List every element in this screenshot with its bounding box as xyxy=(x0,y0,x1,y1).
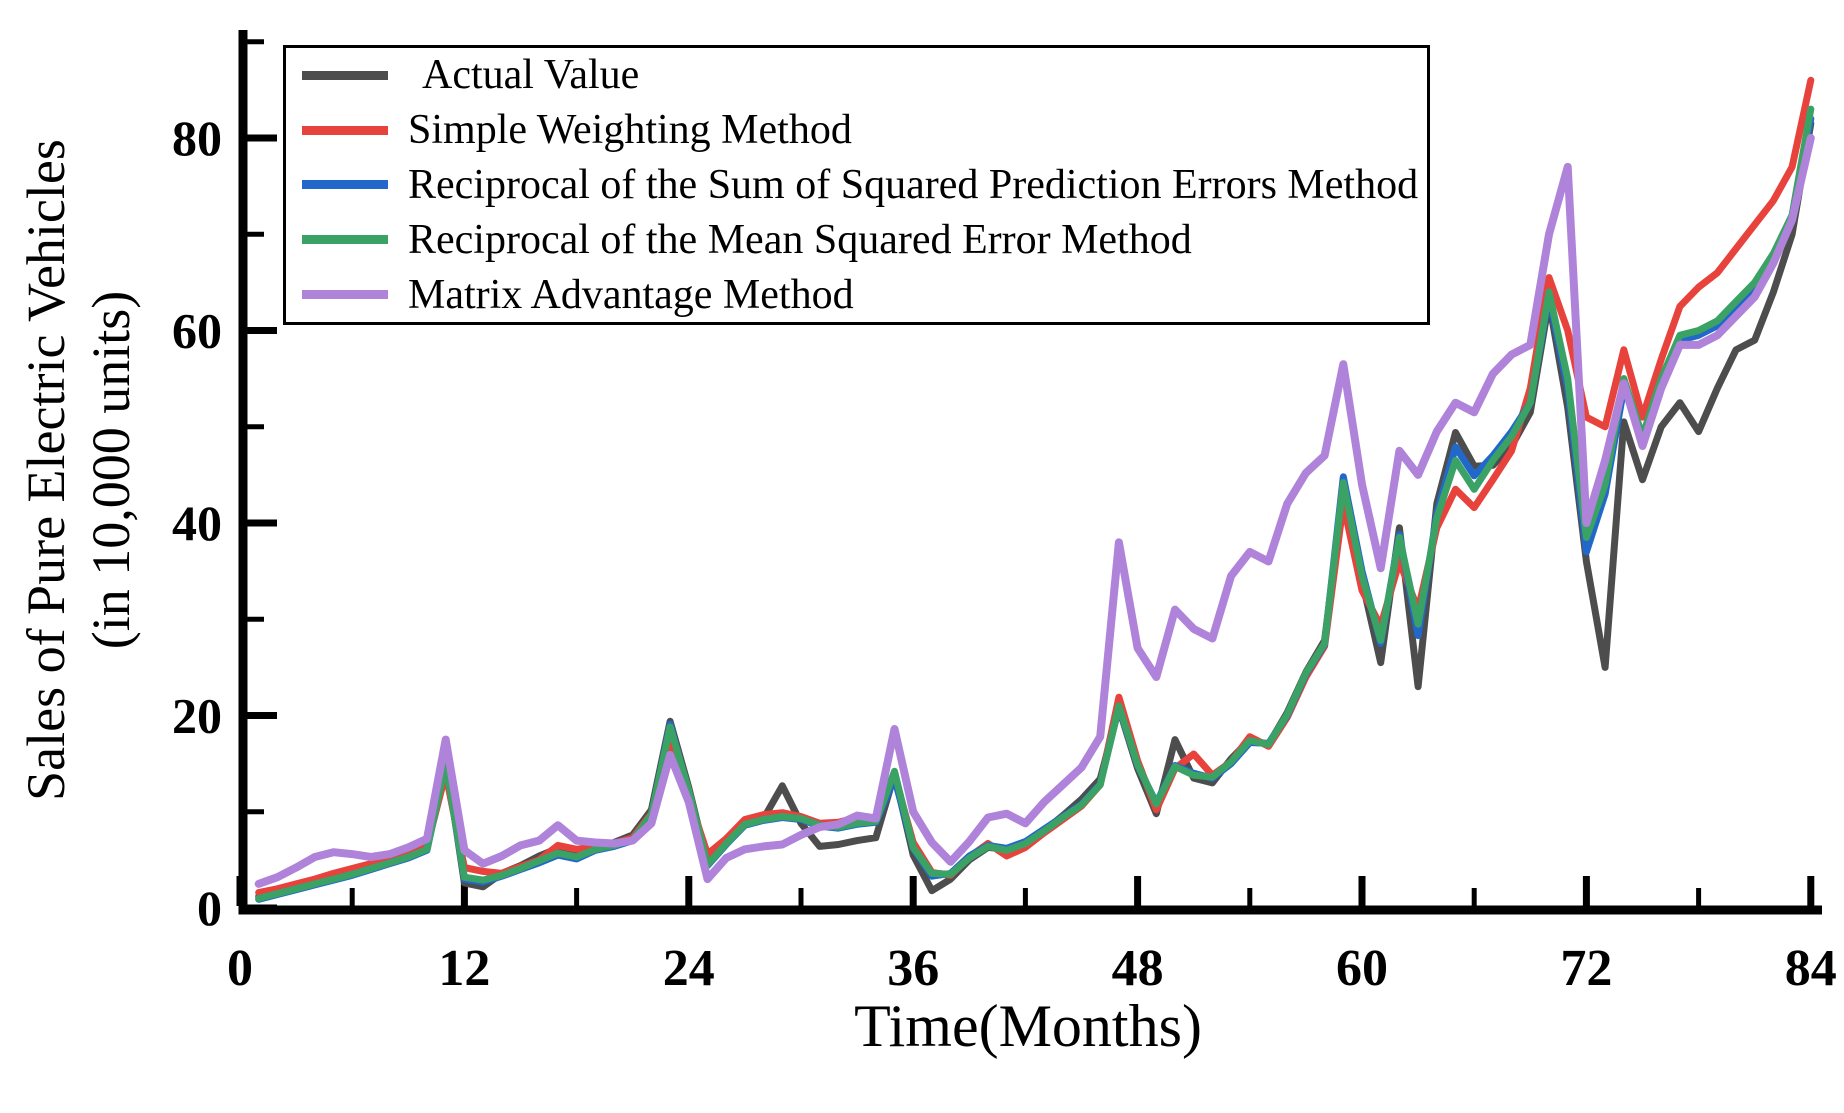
x-tick-label: 48 xyxy=(1112,940,1164,997)
legend-box: Actual Value Simple Weighting Method Rec… xyxy=(283,45,1430,325)
legend-item-reciprocal-sum-squared: Reciprocal of the Sum of Squared Predict… xyxy=(286,158,1427,212)
x-tick-label: 84 xyxy=(1785,940,1837,997)
x-tick-label: 12 xyxy=(438,940,490,997)
y-tick-label: 40 xyxy=(172,495,222,551)
legend-swatch-reciprocal-mse xyxy=(302,235,388,245)
legend-label: Reciprocal of the Mean Squared Error Met… xyxy=(408,216,1192,263)
series-line-reciprocal-of-the-mean-squared-error-method xyxy=(255,105,1815,902)
x-tick-label: 72 xyxy=(1560,940,1612,997)
y-axis-title-line2: (in 10,000 units) xyxy=(80,290,141,650)
x-tick-label: 36 xyxy=(887,940,939,997)
y-tick-label: 0 xyxy=(197,880,222,936)
legend-item-actual-value: Actual Value xyxy=(286,48,1427,102)
legend-label: Reciprocal of the Sum of Squared Predict… xyxy=(408,161,1419,208)
legend-swatch-matrix-advantage xyxy=(302,290,388,300)
y-axis-title: Sales of Pure Electric Vehicles (in 10,0… xyxy=(14,0,146,940)
y-tick-label: 60 xyxy=(172,303,222,359)
y-tick-label: 20 xyxy=(172,688,222,744)
legend-swatch-actual-value xyxy=(302,70,388,80)
legend-swatch-reciprocal-sum-squared xyxy=(302,180,388,190)
y-tick-label: 80 xyxy=(172,110,222,166)
legend-swatch-simple-weighting xyxy=(302,125,388,135)
y-axis-title-line1: Sales of Pure Electric Vehicles xyxy=(16,139,76,801)
legend-label: Matrix Advantage Method xyxy=(408,271,854,318)
legend-item-simple-weighting: Simple Weighting Method xyxy=(286,103,1427,157)
x-axis-title: Time(Months) xyxy=(854,993,1202,1059)
legend-label: Simple Weighting Method xyxy=(408,107,852,154)
legend-label: Actual Value xyxy=(422,52,640,99)
x-tick-label: 24 xyxy=(663,940,715,997)
x-tick-label: 0 xyxy=(227,940,253,997)
legend-item-matrix-advantage: Matrix Advantage Method xyxy=(286,268,1427,322)
legend-item-reciprocal-mse: Reciprocal of the Mean Squared Error Met… xyxy=(286,213,1427,267)
series-line-matrix-advantage-method xyxy=(254,134,1815,888)
x-tick-label: 60 xyxy=(1336,940,1388,997)
